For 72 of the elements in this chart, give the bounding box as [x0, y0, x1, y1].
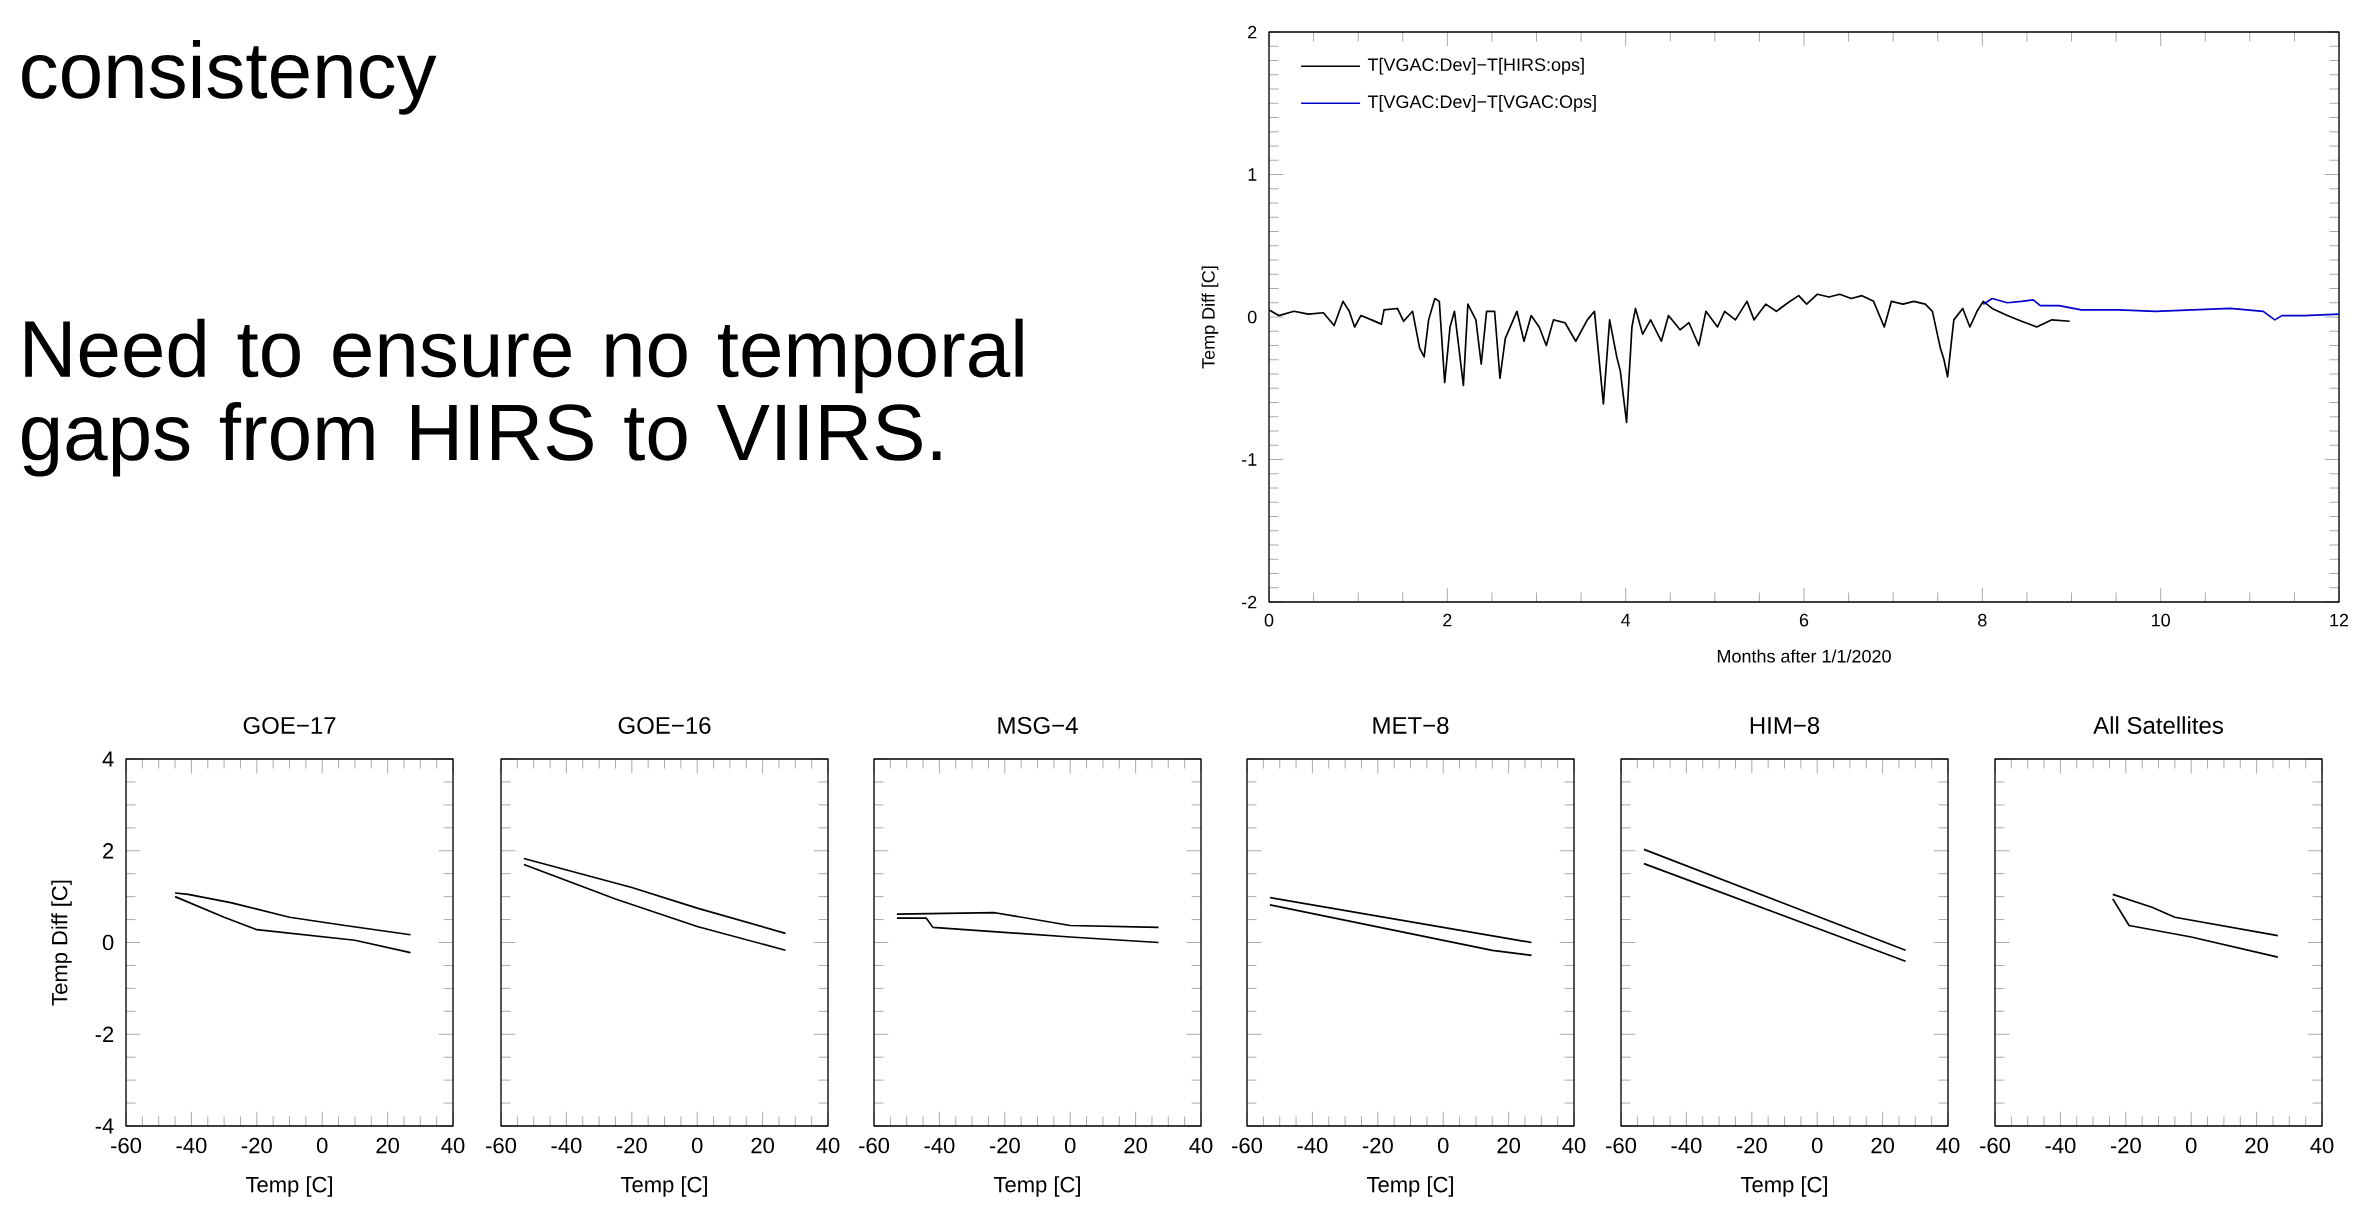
x-tick-label: -20 — [1362, 1137, 1393, 1154]
chart-title: MSG−4 — [998, 716, 1078, 734]
x-tick-label: 0 — [691, 1137, 703, 1154]
x-tick-label: -20 — [1736, 1137, 1767, 1154]
x-tick-label: 0 — [316, 1137, 328, 1154]
x-tick-label: -20 — [241, 1137, 272, 1154]
x-tick-label: 20 — [751, 1137, 775, 1154]
y-tick-label: -1 — [1242, 453, 1257, 466]
y-tick-label: 0 — [1247, 310, 1257, 324]
x-axis-title: Temp [C] — [620, 1176, 707, 1197]
x-tick-label: -40 — [2045, 1137, 2076, 1154]
x-tick-label: 40 — [1562, 1137, 1586, 1154]
x-tick-label: 10 — [2152, 613, 2170, 627]
x-tick-label: 40 — [816, 1137, 840, 1154]
x-tick-label: -60 — [486, 1137, 517, 1154]
chart-title: GOE−16 — [618, 716, 711, 734]
x-tick-label: 40 — [1936, 1137, 1960, 1154]
x-tick-label: 40 — [1189, 1137, 1213, 1154]
x-tick-label: -60 — [111, 1137, 142, 1154]
x-tick-label: 12 — [2330, 613, 2349, 627]
x-tick-label: -40 — [924, 1137, 955, 1154]
text: Need to ensure no temporal gaps from HIRS to VIIRS. — [22, 318, 1023, 477]
x-axis-title: Temp [C] — [1366, 1176, 1453, 1197]
x-axis-title: Months after 1/1/2020 — [1717, 649, 1891, 663]
x-tick-label: 0 — [1064, 1137, 1076, 1154]
x-tick-label: -40 — [176, 1137, 207, 1154]
x-tick-label: -20 — [989, 1137, 1020, 1154]
y-tick-label: 4 — [102, 751, 114, 767]
text: consistency — [22, 40, 437, 115]
y-tick-label: 0 — [102, 934, 114, 951]
x-tick-label: 0 — [2185, 1137, 2197, 1154]
x-tick-label: 6 — [1799, 613, 1809, 627]
y-tick-label: 1 — [1248, 168, 1257, 181]
x-tick-label: 40 — [441, 1137, 465, 1154]
chart-title: All Satellites — [2093, 716, 2223, 734]
chart-title: MET−8 — [1373, 716, 1449, 734]
legend-label: T[VGAC:Dev]−T[HIRS:ops] — [1367, 57, 1584, 75]
x-tick-label: -60 — [1980, 1137, 2011, 1154]
x-axis-title: Temp [C] — [993, 1176, 1080, 1197]
x-tick-label: -60 — [1606, 1137, 1637, 1154]
chart-title: HIM−8 — [1750, 716, 1820, 734]
x-tick-label: 20 — [1871, 1137, 1895, 1154]
x-tick-label: -20 — [2110, 1137, 2141, 1154]
x-tick-label: 20 — [1497, 1137, 1521, 1154]
x-tick-label: 0 — [1811, 1137, 1823, 1154]
y-tick-label: -2 — [1242, 595, 1257, 609]
y-tick-label: -2 — [95, 1026, 114, 1042]
x-tick-label: -40 — [1297, 1137, 1328, 1154]
x-tick-label: 40 — [2310, 1137, 2334, 1154]
x-tick-label: 20 — [376, 1137, 400, 1154]
x-tick-label: -40 — [551, 1137, 582, 1154]
y-axis-title: Temp Diff [C] — [1201, 266, 1219, 369]
y-tick-label: 2 — [103, 843, 114, 859]
x-tick-label: 2 — [1443, 613, 1452, 627]
y-axis-title: Temp Diff [C] — [51, 880, 72, 1006]
x-tick-label: 4 — [1621, 613, 1631, 627]
x-tick-label: -60 — [859, 1137, 890, 1154]
y-tick-label: 2 — [1248, 25, 1257, 39]
x-tick-label: 0 — [1437, 1137, 1449, 1154]
x-axis-title: Temp [C] — [245, 1176, 332, 1197]
x-axis-title: Temp [C] — [1740, 1176, 1827, 1197]
x-tick-label: -20 — [616, 1137, 647, 1154]
chart-title: GOE−17 — [243, 716, 336, 734]
x-tick-label: 8 — [1978, 613, 1987, 627]
x-tick-label: 0 — [1264, 613, 1274, 627]
x-tick-label: 20 — [1124, 1137, 1148, 1154]
x-tick-label: 20 — [2245, 1137, 2269, 1154]
x-tick-label: -60 — [1232, 1137, 1263, 1154]
x-tick-label: -40 — [1671, 1137, 1702, 1154]
y-tick-label: -4 — [95, 1118, 114, 1134]
legend-label: T[VGAC:Dev]−T[VGAC:Ops] — [1367, 94, 1596, 112]
line-series — [174, 895, 412, 954]
